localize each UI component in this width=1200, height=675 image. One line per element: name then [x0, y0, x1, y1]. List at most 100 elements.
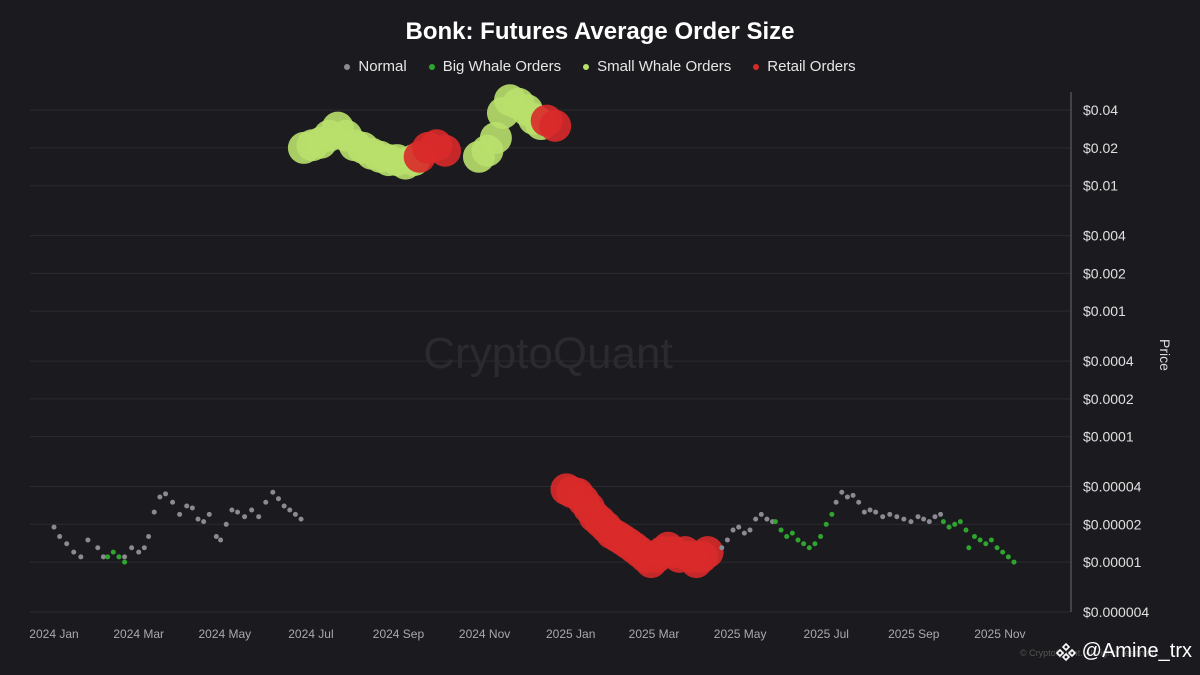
point-normal — [157, 494, 163, 500]
point-big-whale-orders — [940, 519, 946, 525]
point-big-whale-orders — [966, 545, 972, 551]
point-big-whale-orders — [983, 541, 989, 547]
x-tick-label: 2024 May — [198, 627, 251, 641]
point-normal — [141, 545, 147, 551]
point-normal — [195, 516, 201, 522]
x-tick-label: 2024 Sep — [373, 627, 425, 641]
y-tick-label: $0.04 — [1083, 102, 1118, 118]
author-credit: @Amine_trx — [1055, 640, 1192, 663]
point-normal — [122, 554, 128, 560]
point-normal — [867, 507, 873, 513]
point-normal — [887, 511, 893, 517]
legend-label-retail: Retail Orders — [767, 58, 856, 75]
point-normal — [873, 509, 879, 515]
point-big-whale-orders — [818, 533, 824, 539]
grid — [30, 109, 1071, 613]
point-big-whale-orders — [823, 521, 829, 527]
point-normal — [736, 524, 742, 530]
point-normal — [100, 554, 106, 560]
watermark: CryptoQuant — [423, 329, 672, 378]
point-normal — [880, 514, 886, 520]
y-tick-label: $0.002 — [1083, 265, 1126, 281]
point-normal — [270, 489, 276, 495]
legend-item-big-whale[interactable]: Big Whale Orders — [428, 58, 561, 75]
legend-item-retail[interactable]: Retail Orders — [753, 58, 856, 75]
x-tick-label: 2025 Jul — [804, 627, 849, 641]
point-retail-orders — [429, 134, 462, 167]
legend-marker-normal — [344, 63, 351, 70]
point-big-whale-orders — [122, 559, 128, 565]
point-normal — [915, 514, 921, 520]
y-tick-label: $0.004 — [1083, 228, 1126, 244]
point-normal — [78, 554, 84, 560]
y-tick-label: $0.00004 — [1083, 479, 1142, 495]
point-normal — [177, 511, 183, 517]
x-tick-label: 2025 May — [714, 627, 767, 641]
point-normal — [223, 521, 229, 527]
legend-item-normal[interactable]: Normal — [344, 58, 407, 75]
copyright-text: © CryptoQuant. All rights reserved. — [1020, 648, 1159, 658]
x-tick-label: 2024 Jul — [288, 627, 333, 641]
point-normal — [730, 527, 736, 533]
legend-item-small-whale[interactable]: Small Whale Orders — [583, 58, 731, 75]
point-normal — [839, 489, 845, 495]
point-normal — [758, 511, 764, 517]
point-normal — [95, 545, 101, 551]
point-normal — [926, 519, 932, 525]
point-normal — [764, 516, 770, 522]
y-tick-label: $0.02 — [1083, 140, 1118, 156]
point-normal — [146, 533, 152, 539]
point-normal — [213, 533, 219, 539]
point-normal — [921, 516, 927, 522]
point-big-whale-orders — [105, 554, 111, 560]
point-normal — [850, 492, 856, 498]
point-normal — [901, 516, 907, 522]
y-tick-label: $0.000004 — [1083, 604, 1149, 620]
x-tick-label: 2024 Mar — [113, 627, 164, 641]
binance-diamond-icon — [1055, 642, 1076, 661]
point-big-whale-orders — [801, 541, 807, 547]
legend-marker-big-whale — [428, 63, 435, 70]
point-normal — [263, 499, 269, 505]
point-normal — [298, 516, 304, 522]
y-axis-label: Price — [1157, 339, 1173, 371]
point-normal — [753, 516, 759, 522]
point-normal — [894, 514, 900, 520]
point-big-whale-orders — [988, 537, 994, 543]
x-tick-label: 2025 Jan — [546, 627, 595, 641]
point-normal — [724, 537, 730, 543]
x-tick-label: 2025 Nov — [974, 627, 1025, 641]
point-big-whale-orders — [789, 530, 795, 536]
point-normal — [833, 499, 839, 505]
point-normal — [938, 511, 944, 517]
point-normal — [281, 503, 287, 509]
point-normal — [235, 509, 241, 515]
point-normal — [136, 549, 142, 555]
y-tick-label: $0.001 — [1083, 303, 1126, 319]
point-normal — [747, 527, 753, 533]
point-normal — [206, 511, 212, 517]
point-normal — [201, 519, 207, 525]
point-normal — [256, 514, 262, 520]
point-normal — [275, 496, 281, 502]
chart-title: Bonk: Futures Average Order Size — [405, 18, 795, 45]
point-normal — [129, 545, 135, 551]
point-normal — [292, 511, 298, 517]
legend-marker-small-whale — [583, 63, 590, 70]
x-tick-label: 2024 Jan — [29, 627, 78, 641]
point-big-whale-orders — [994, 545, 1000, 551]
y-tick-label: $0.0001 — [1083, 429, 1134, 445]
data-points — [51, 84, 1017, 579]
y-tick-label: $0.0004 — [1083, 353, 1134, 369]
point-big-whale-orders — [971, 533, 977, 539]
point-retail-orders — [691, 536, 724, 569]
legend: Normal Big Whale Orders Small Whale Orde… — [0, 58, 1200, 75]
point-big-whale-orders — [812, 541, 818, 547]
point-big-whale-orders — [778, 527, 784, 533]
point-normal — [57, 533, 63, 539]
point-big-whale-orders — [957, 519, 963, 525]
point-normal — [170, 499, 176, 505]
point-big-whale-orders — [829, 511, 835, 517]
author-handle: @Amine_trx — [1081, 640, 1192, 662]
